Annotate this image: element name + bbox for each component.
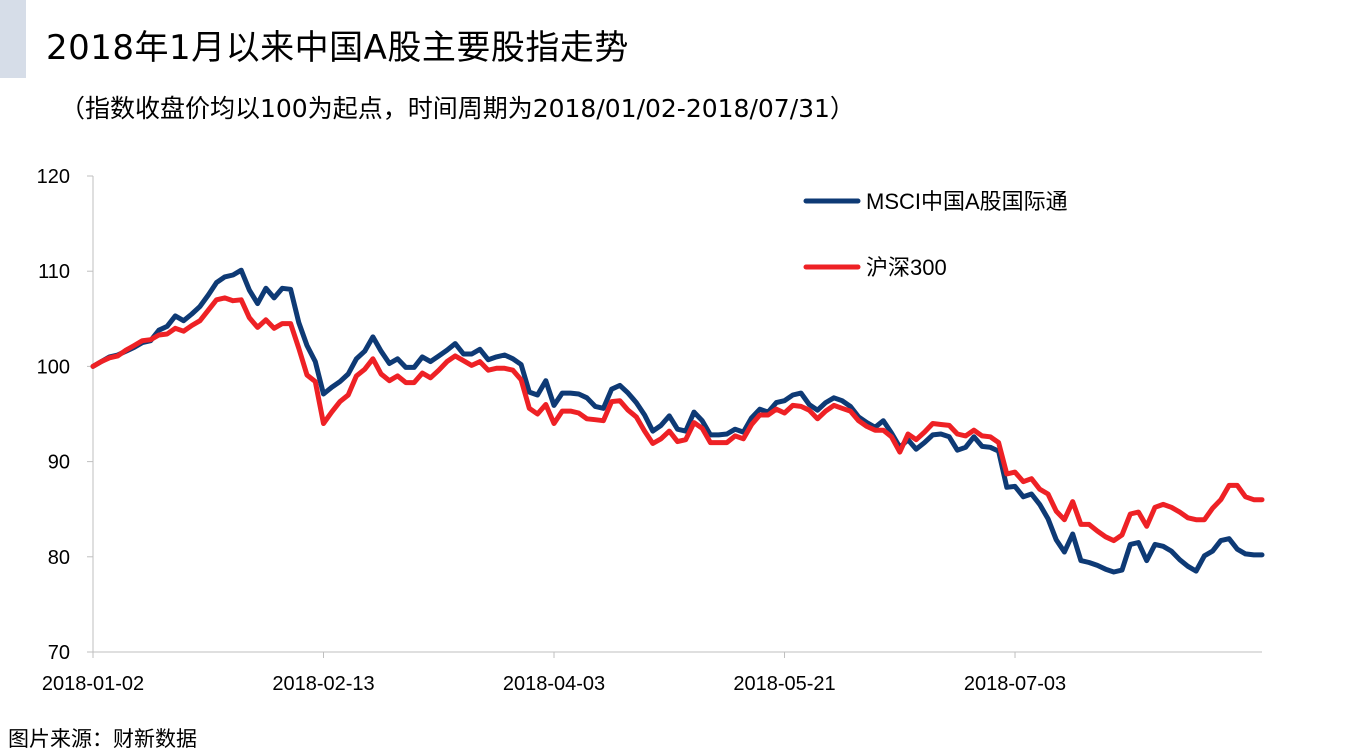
page-title: 2018年1月以来中国A股主要股指走势	[46, 28, 629, 68]
x-tick-label: 2018-02-13	[272, 673, 374, 695]
page-subtitle: （指数收盘价均以100为起点，时间周期为2018/01/02-2018/07/3…	[60, 94, 855, 123]
y-tick-label: 70	[48, 642, 70, 664]
y-tick-label: 90	[48, 452, 70, 474]
chart-axes: 70 80 90 100 110 120 2018-01-02 2018-02-13 2018-…	[37, 166, 1262, 695]
y-tick-label: 120	[37, 166, 70, 188]
x-tick-label: 2018-01-02	[42, 673, 144, 695]
chart-series	[90, 267, 1265, 575]
y-tick-label: 110	[38, 261, 70, 283]
legend-label-msci: MSCI中国A股国际通	[866, 189, 1068, 214]
x-tick-label: 2018-05-21	[733, 673, 835, 695]
x-tick-label: 2018-07-03	[964, 673, 1066, 695]
y-tick-label: 80	[48, 547, 70, 569]
title-accent-bar	[0, 0, 26, 78]
source-note: 图片来源：财新数据	[8, 727, 197, 751]
legend-label-csi300: 沪深300	[866, 255, 947, 280]
series-line-csi300	[90, 295, 1265, 544]
y-tick-label: 100	[37, 356, 70, 378]
x-tick-label: 2018-04-03	[503, 673, 605, 695]
series-line-msci	[90, 267, 1265, 575]
